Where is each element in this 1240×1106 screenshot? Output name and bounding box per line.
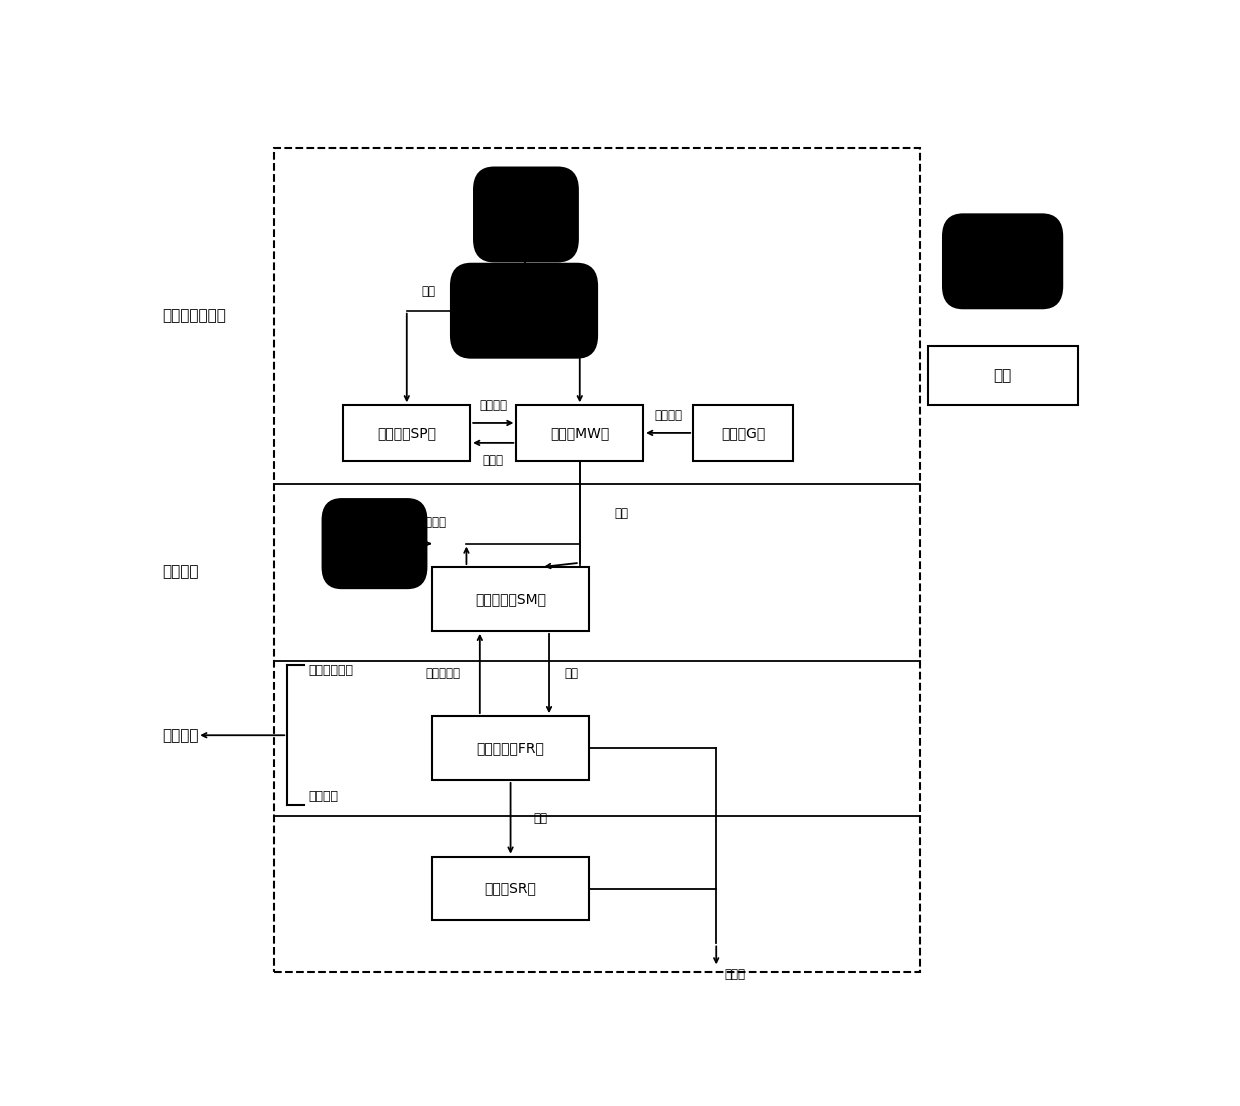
Text: 下渗: 下渗 [614,508,629,520]
Text: 产流模块: 产流模块 [162,728,200,743]
Text: 土壤模块: 土壤模块 [162,565,200,580]
Bar [693,405,794,460]
Text: 毛细管运输: 毛细管运输 [425,667,460,680]
Text: 融水（MW）: 融水（MW） [551,426,609,440]
Bar [516,405,644,460]
Text: 冰川融水: 冰川融水 [655,409,682,422]
FancyBboxPatch shape [474,167,578,261]
FancyBboxPatch shape [451,264,596,357]
Bar [928,345,1078,405]
Text: 地表径流模块: 地表径流模块 [309,665,353,678]
Text: 实际蒸散发: 实际蒸散发 [412,515,446,529]
Text: 地表径流（FR）: 地表径流（FR） [476,741,544,755]
Text: 积雪融水: 积雪融水 [480,399,507,413]
Bar [432,856,589,920]
Text: 冰川（G）: 冰川（G） [720,426,765,440]
Text: 积雪和融雪模块: 积雪和融雪模块 [162,309,227,323]
Text: 基流（SR）: 基流（SR） [485,881,537,896]
Bar [432,716,589,780]
FancyBboxPatch shape [322,499,427,588]
FancyBboxPatch shape [942,215,1063,309]
Text: 积雪量（SP）: 积雪量（SP） [377,426,436,440]
Text: 重结冰: 重结冰 [482,455,503,467]
Text: 土壤湿度（SM）: 土壤湿度（SM） [475,592,546,606]
Text: 降雪: 降雪 [422,285,436,299]
Text: 基流模块: 基流模块 [309,791,339,803]
Text: 淡滤: 淡滤 [533,812,548,825]
Text: 总径流: 总径流 [724,968,745,981]
Text: 渗漏: 渗漏 [564,667,578,680]
Bar [274,148,920,971]
Bar [432,567,589,630]
Bar [343,405,470,460]
Text: 降雨: 降雨 [582,285,595,299]
Text: 储量: 储量 [993,368,1012,383]
